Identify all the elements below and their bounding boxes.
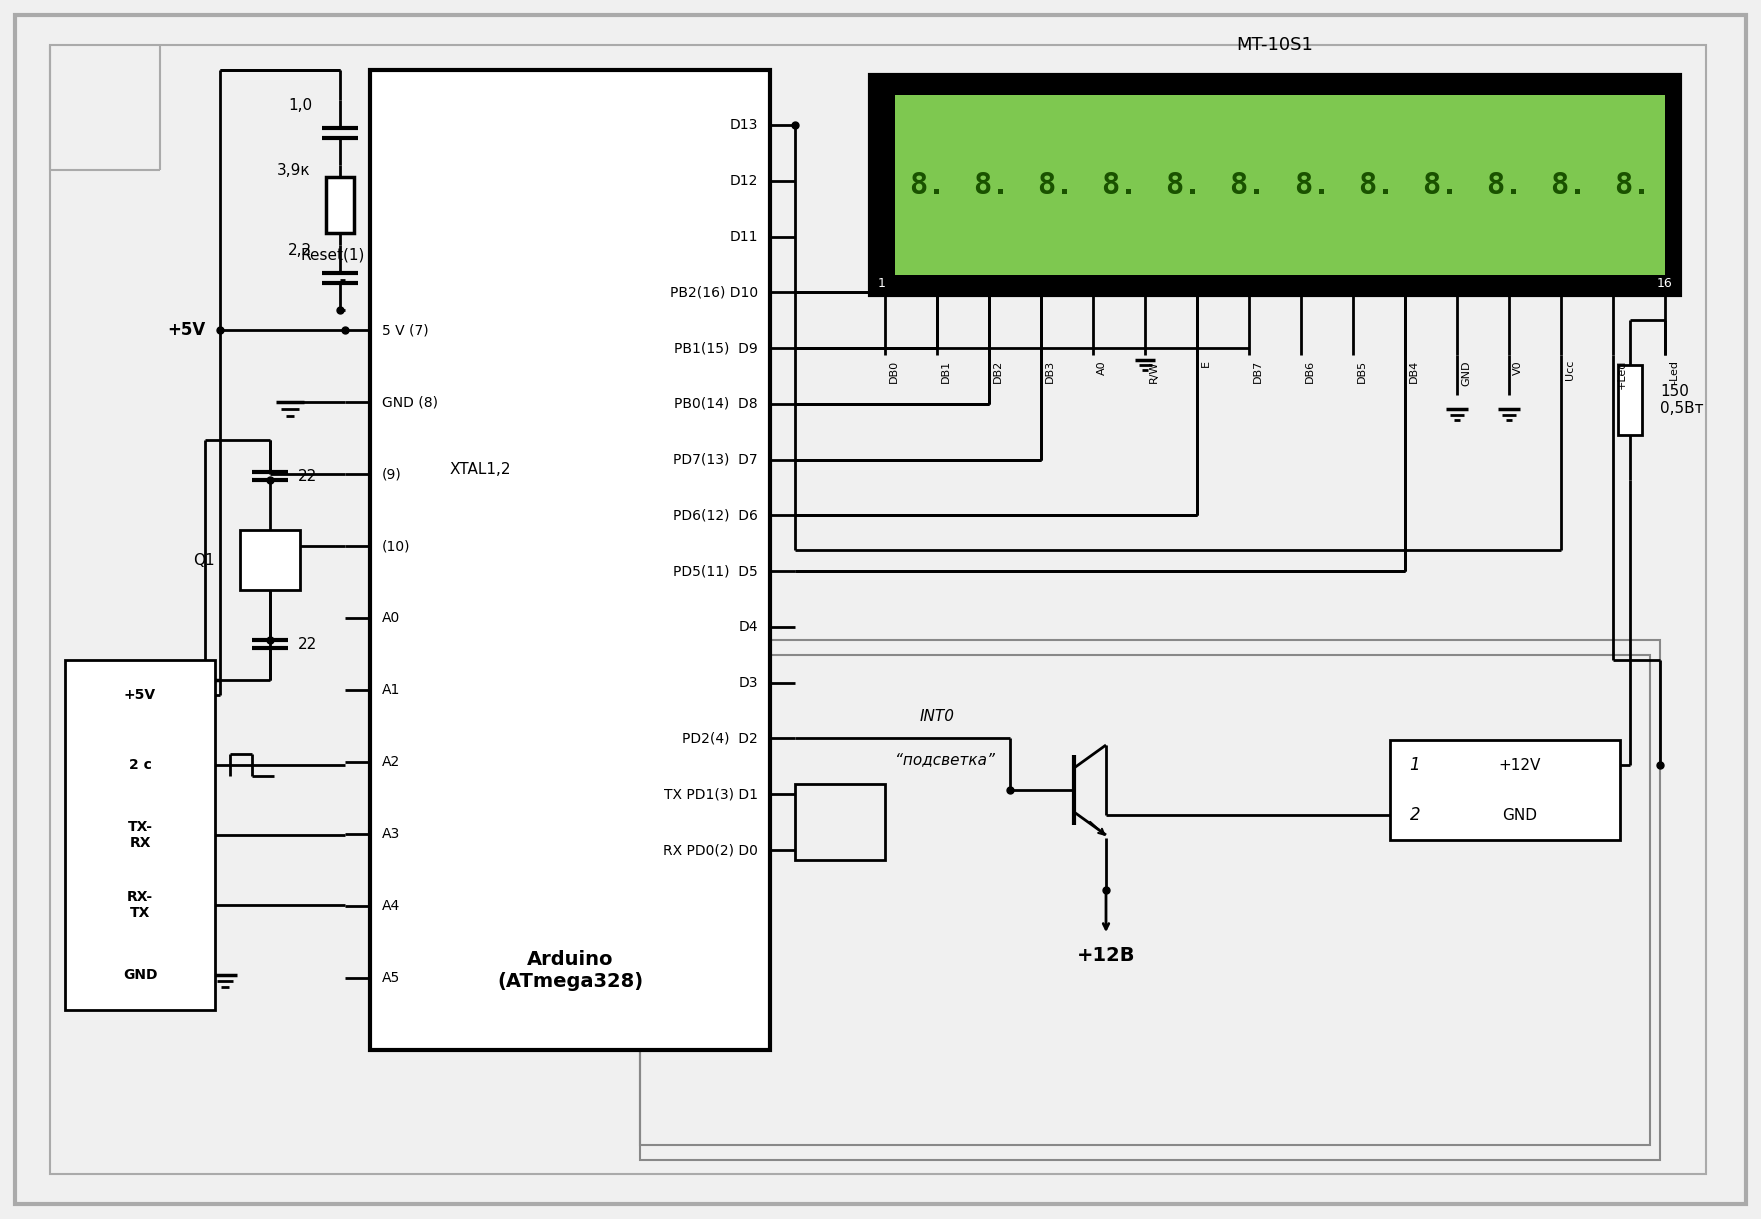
- Text: 8.: 8.: [1550, 171, 1587, 200]
- Text: 1,0: 1,0: [287, 98, 312, 112]
- Bar: [794, 784, 886, 859]
- Text: RX PD0(2) D0: RX PD0(2) D0: [664, 844, 757, 857]
- Bar: [239, 530, 299, 590]
- Text: D13: D13: [729, 118, 757, 132]
- Text: +5V: +5V: [167, 321, 204, 339]
- Text: A1: A1: [382, 683, 400, 697]
- Text: (10): (10): [382, 539, 410, 553]
- Text: PD2(4)  D2: PD2(4) D2: [682, 731, 757, 746]
- Text: 22: 22: [298, 636, 317, 651]
- Text: 150
0,5Вт: 150 0,5Вт: [1661, 384, 1703, 416]
- Text: A0: A0: [1097, 360, 1108, 374]
- Bar: [639, 655, 1650, 1145]
- Bar: [326, 177, 354, 233]
- Text: 8.: 8.: [1294, 171, 1331, 200]
- Text: Arduino
(ATmega328): Arduino (ATmega328): [497, 950, 643, 991]
- Text: DB1: DB1: [940, 360, 951, 383]
- Text: DB6: DB6: [1305, 360, 1315, 383]
- Text: A2: A2: [382, 755, 400, 769]
- Bar: [870, 76, 1680, 295]
- Text: 2: 2: [1411, 806, 1421, 824]
- Text: 8.: 8.: [1101, 171, 1138, 200]
- Text: 2,2: 2,2: [287, 243, 312, 257]
- Text: GND (8): GND (8): [382, 395, 438, 410]
- Text: Ucc: Ucc: [1566, 360, 1574, 380]
- Bar: [1618, 364, 1641, 435]
- Text: DB7: DB7: [1254, 360, 1263, 383]
- Text: A5: A5: [382, 972, 400, 985]
- Text: 22: 22: [298, 468, 317, 484]
- Text: +12В: +12В: [1076, 946, 1136, 964]
- Text: INT0: INT0: [919, 709, 954, 724]
- Text: 8.: 8.: [1615, 171, 1652, 200]
- Text: DB5: DB5: [1358, 360, 1367, 383]
- Bar: [370, 69, 770, 1050]
- Text: XTAL1,2: XTAL1,2: [451, 462, 511, 477]
- Text: “подсветка”: “подсветка”: [895, 752, 995, 768]
- Bar: [895, 95, 1664, 275]
- Text: DB4: DB4: [1409, 360, 1419, 383]
- Text: GND: GND: [123, 968, 157, 983]
- Text: PB0(14)  D8: PB0(14) D8: [674, 397, 757, 411]
- Text: +5V: +5V: [123, 688, 157, 702]
- Text: 8.: 8.: [1423, 171, 1458, 200]
- Text: PD6(12)  D6: PD6(12) D6: [673, 508, 757, 523]
- Text: (9): (9): [382, 467, 402, 482]
- Text: 5 V (7): 5 V (7): [382, 323, 428, 336]
- Text: TX-
RX: TX- RX: [127, 820, 153, 850]
- Text: DB2: DB2: [993, 360, 1004, 383]
- Text: GND: GND: [1462, 360, 1470, 385]
- Text: D11: D11: [729, 229, 757, 244]
- Text: +12V: +12V: [1499, 757, 1541, 773]
- Text: 8.: 8.: [1229, 171, 1266, 200]
- Text: A0: A0: [382, 611, 400, 625]
- Bar: [65, 659, 215, 1011]
- Text: MT-10S1: MT-10S1: [1236, 37, 1314, 54]
- Text: 8.: 8.: [972, 171, 1009, 200]
- Text: 1: 1: [879, 277, 886, 289]
- Text: A4: A4: [382, 898, 400, 913]
- Text: DB3: DB3: [1044, 360, 1055, 383]
- Text: 8.: 8.: [1486, 171, 1523, 200]
- Text: Reset(1): Reset(1): [301, 247, 365, 262]
- Text: DB0: DB0: [889, 360, 900, 383]
- Text: PD7(13)  D7: PD7(13) D7: [673, 452, 757, 467]
- Text: 8.: 8.: [1358, 171, 1395, 200]
- Text: 2 c: 2 c: [129, 758, 151, 772]
- Text: PB2(16) D10: PB2(16) D10: [669, 285, 757, 300]
- Text: A3: A3: [382, 826, 400, 841]
- Text: -Led: -Led: [1669, 360, 1678, 384]
- Text: 3,9к: 3,9к: [276, 162, 310, 178]
- Text: RX-
TX: RX- TX: [127, 890, 153, 920]
- Bar: [639, 640, 1661, 1160]
- Text: D12: D12: [729, 174, 757, 188]
- Text: 16: 16: [1657, 277, 1671, 289]
- Bar: [1389, 740, 1620, 840]
- Text: 1: 1: [1411, 756, 1421, 774]
- Text: PB1(15)  D9: PB1(15) D9: [674, 341, 757, 355]
- Text: Q1: Q1: [194, 552, 215, 568]
- Text: PD5(11)  D5: PD5(11) D5: [673, 564, 757, 578]
- Text: E: E: [1201, 360, 1212, 367]
- Text: 8.: 8.: [909, 171, 946, 200]
- Text: D3: D3: [738, 675, 757, 690]
- Text: D4: D4: [738, 620, 757, 634]
- Text: 8.: 8.: [1166, 171, 1203, 200]
- Text: +Led: +Led: [1617, 360, 1627, 389]
- Text: V0: V0: [1513, 360, 1523, 374]
- Text: TX PD1(3) D1: TX PD1(3) D1: [664, 787, 757, 801]
- Text: R/W: R/W: [1148, 360, 1159, 383]
- Text: 8.: 8.: [1037, 171, 1074, 200]
- Text: GND: GND: [1502, 807, 1537, 823]
